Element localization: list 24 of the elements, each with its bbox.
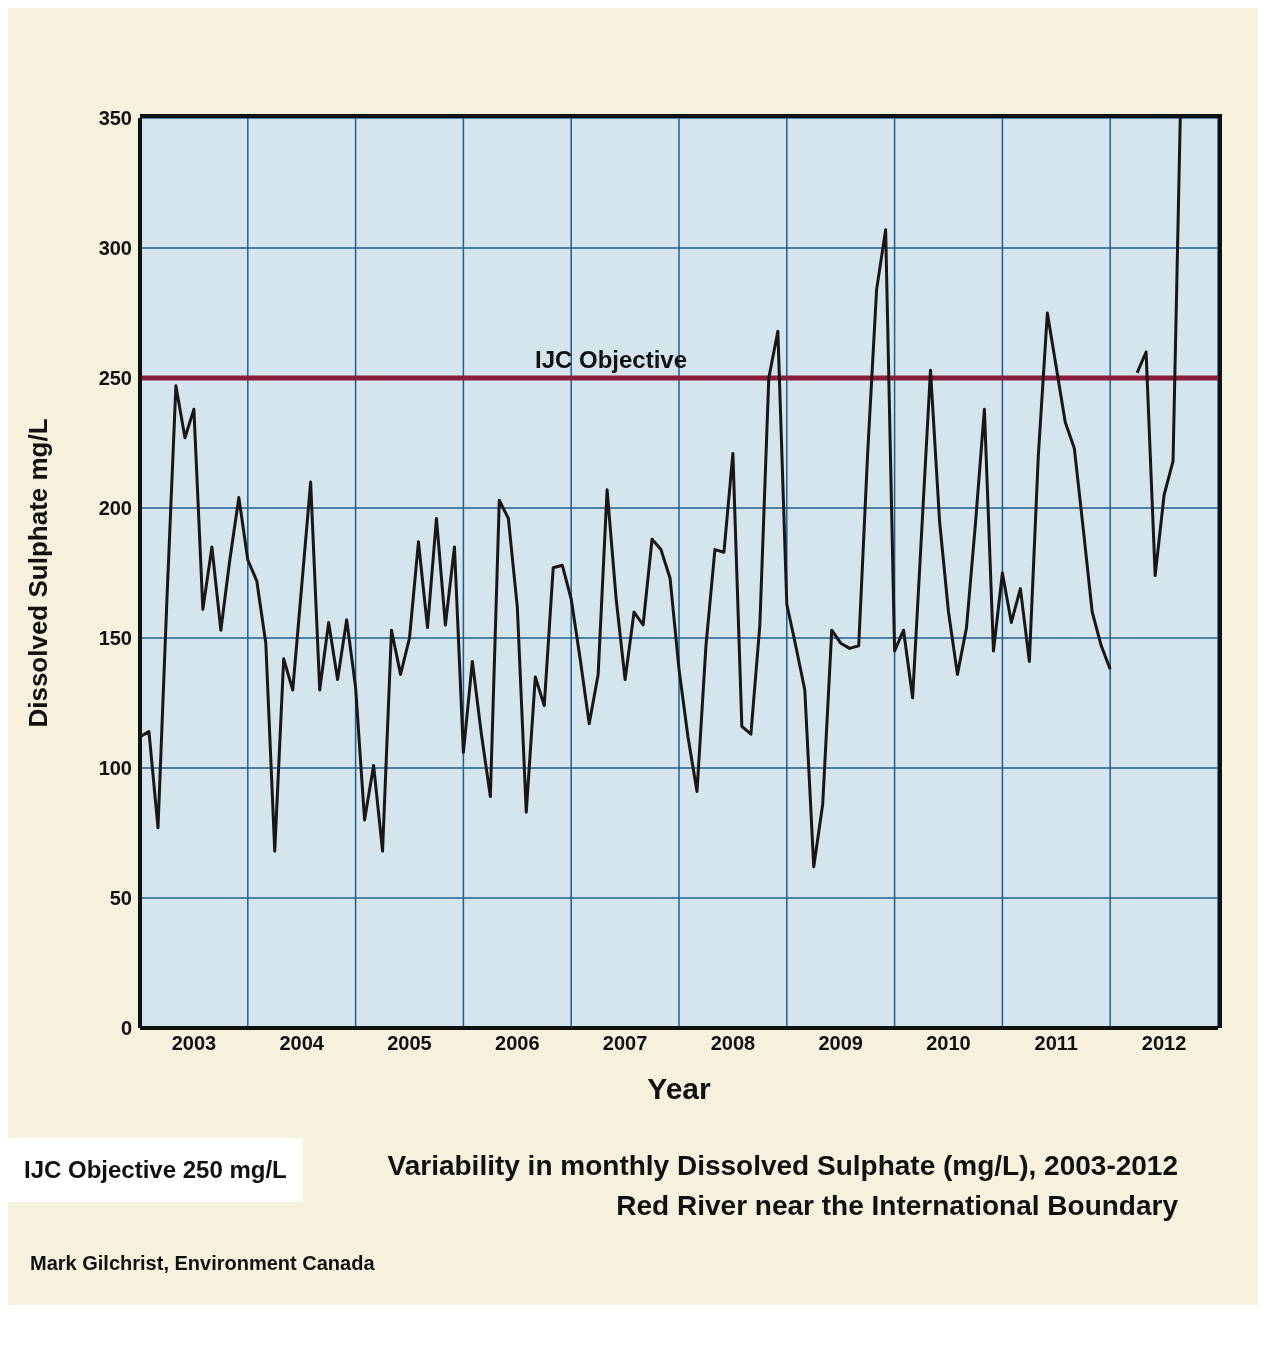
text: Mark Gilchrist, Environment Canada	[29, 1251, 375, 1275]
x-tick-label: 2010	[926, 1032, 971, 1055]
y-tick-label: 0	[120, 1017, 132, 1040]
x-tick-label: 2009	[818, 1032, 863, 1055]
y-tick-label: 150	[98, 627, 132, 650]
y-axis-title: Dissolved Sulphate mg/L	[23, 418, 54, 728]
y-tick-label: 200	[98, 497, 132, 520]
x-tick-label: 2011	[1034, 1032, 1078, 1055]
y-tick-label: 100	[98, 757, 132, 780]
text: Red River near the International Boundary	[615, 1190, 1178, 1222]
x-axis-title: Year	[647, 1072, 712, 1106]
y-tick-label: 350	[98, 107, 132, 130]
x-tick-label: 2003	[171, 1032, 217, 1055]
x-tick-label: 2012	[1141, 1032, 1187, 1055]
x-tick-label: 2005	[387, 1032, 432, 1055]
y-tick-label: 250	[98, 367, 132, 390]
x-tick-label: 2006	[495, 1032, 540, 1055]
x-tick-label: 2008	[710, 1032, 756, 1055]
text: IJC Objective 250 mg/L	[8, 1138, 303, 1202]
y-tick-label: 300	[98, 237, 132, 260]
x-tick-label: 2004	[279, 1032, 325, 1055]
y-tick-label: 50	[109, 887, 132, 910]
text: Variability in monthly Dissolved Sulphate (mg/L), 2003-2012	[387, 1150, 1178, 1182]
x-tick-label: 2007	[602, 1032, 648, 1055]
